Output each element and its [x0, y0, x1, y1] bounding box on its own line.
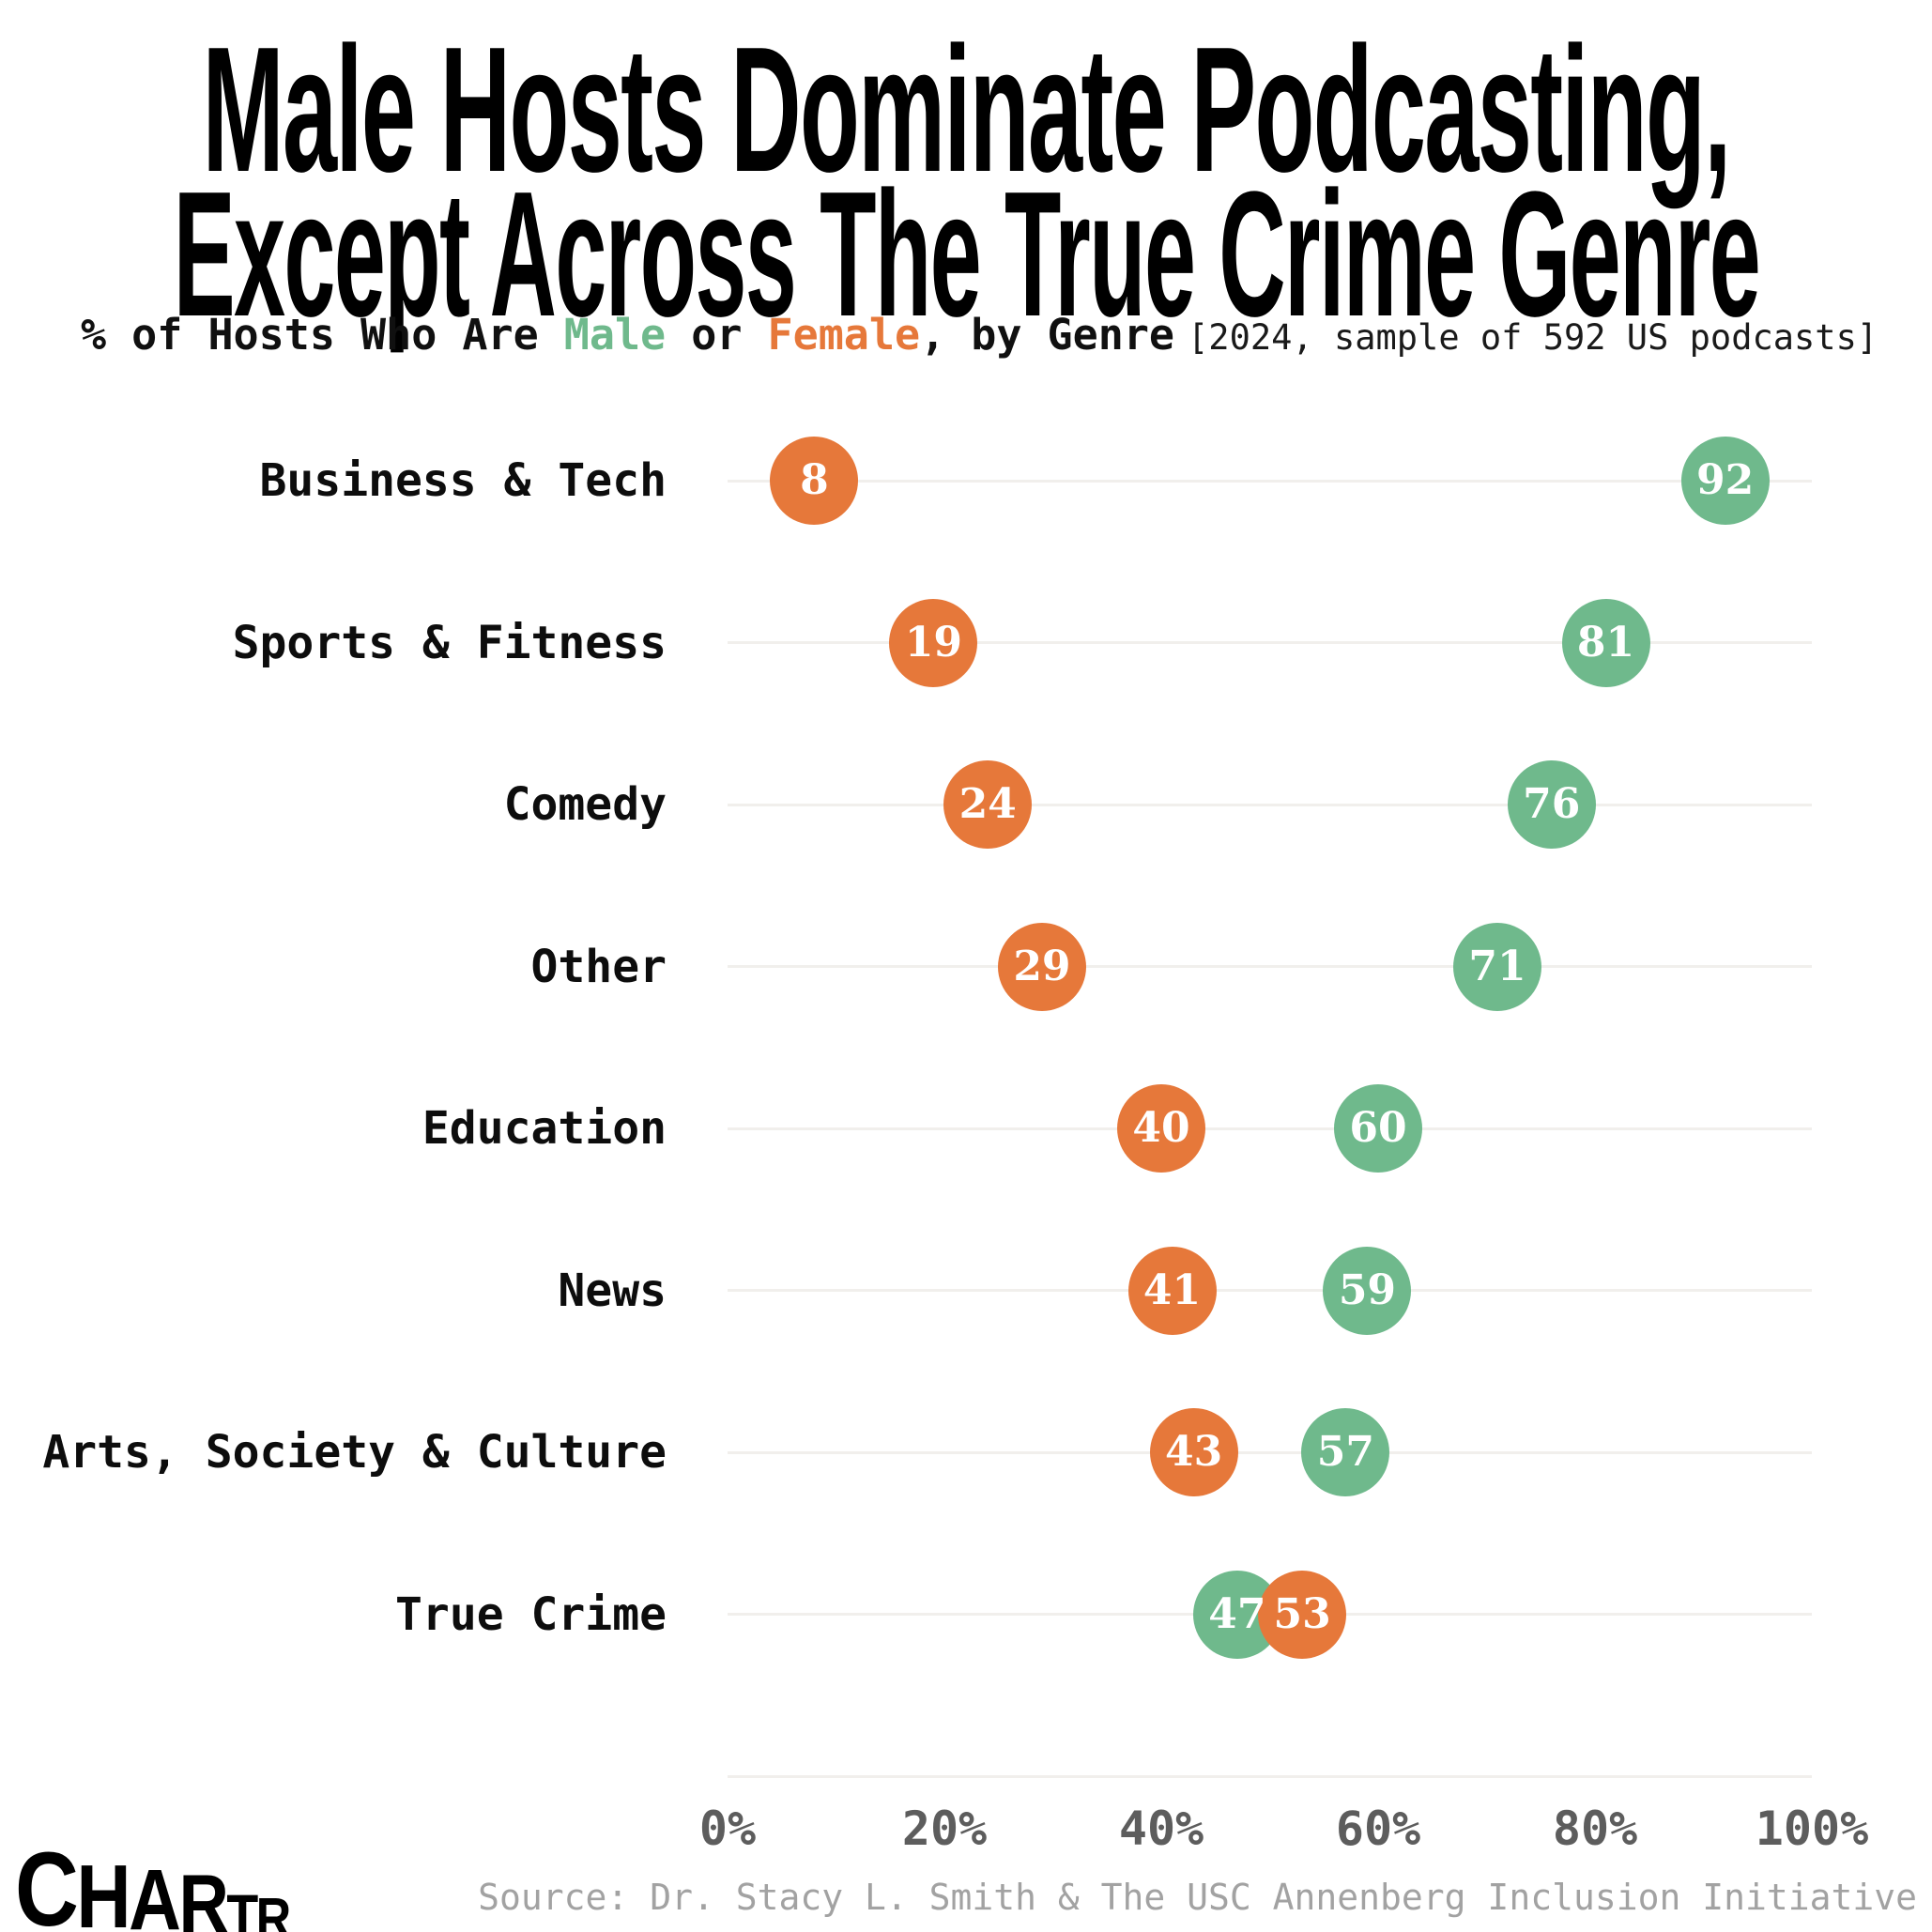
row-gridline [728, 965, 1812, 968]
female-dot [1149, 1408, 1238, 1496]
logo-letter: R [255, 1886, 292, 1932]
subtitle-male-legend: Male [563, 310, 667, 360]
chart-title-line1: Male Hosts Dominate Podcasting, [0, 21, 1932, 199]
subtitle-prefix: % of Hosts Who Are [81, 310, 564, 360]
male-dot-value: 60 [1349, 1104, 1407, 1152]
male-dot [1323, 1246, 1412, 1335]
male-dot [1301, 1408, 1390, 1496]
female-dot [997, 922, 1086, 1011]
category-label: Business & Tech [259, 454, 667, 507]
female-dot [889, 598, 978, 687]
male-dot-value: 76 [1523, 780, 1581, 828]
male-dot-value: 81 [1576, 618, 1635, 667]
logo-letter: T [226, 1880, 258, 1932]
female-dot-value: 8 [800, 456, 829, 504]
male-dot-value: 92 [1695, 456, 1755, 504]
row-gridline [728, 479, 1812, 483]
source-credit: Source: Dr. Stacy L. Smith & The USC Ann… [478, 1877, 1917, 1918]
male-dot [1453, 922, 1542, 1011]
logo-letter: R [178, 1857, 228, 1932]
logo-letter: H [76, 1847, 130, 1932]
x-axis-tick-label: 100% [1755, 1802, 1869, 1856]
subtitle-sample-note: [2024, sample of 592 US podcasts] [1188, 317, 1878, 358]
row-gridline [728, 1289, 1812, 1292]
logo-letter: A [129, 1852, 181, 1932]
x-axis-tick-label: 60% [1335, 1802, 1421, 1856]
x-axis-tick-label: 40% [1118, 1802, 1204, 1856]
male-dot [1334, 1084, 1422, 1173]
logo-letter: C [15, 1830, 79, 1932]
female-dot [943, 760, 1033, 849]
x-axis-tick-label: 20% [901, 1802, 988, 1856]
category-label: True Crime [395, 1587, 667, 1641]
row-gridline [728, 803, 1812, 806]
female-dot-value: 40 [1132, 1104, 1190, 1152]
male-dot [1507, 760, 1596, 849]
subtitle-middle: or [666, 310, 768, 360]
female-dot [1127, 1246, 1217, 1335]
category-label: Education [422, 1102, 667, 1155]
category-label: Other [530, 940, 667, 993]
row-gridline [728, 1127, 1812, 1130]
female-dot-value: 41 [1142, 1265, 1202, 1314]
subtitle-female-legend: Female [767, 310, 921, 360]
male-dot-value: 59 [1338, 1265, 1397, 1314]
male-dot [1680, 437, 1770, 525]
x-axis-tick-label: 0% [698, 1802, 757, 1856]
male-dot-value: 71 [1468, 942, 1526, 990]
female-dot [1258, 1570, 1347, 1659]
male-dot-value: 47 [1208, 1589, 1266, 1638]
female-dot [1117, 1084, 1205, 1173]
female-dot-value: 19 [904, 618, 963, 667]
category-label: News [558, 1264, 667, 1317]
female-dot-value: 53 [1273, 1589, 1331, 1638]
male-dot [1561, 598, 1650, 687]
category-label: Arts, Society & Culture [42, 1426, 667, 1479]
female-dot [770, 437, 859, 525]
female-dot-value: 43 [1165, 1428, 1223, 1476]
male-dot-value: 57 [1316, 1428, 1374, 1476]
female-dot-value: 24 [958, 780, 1017, 828]
x-axis-tick-label: 80% [1552, 1802, 1638, 1856]
chart-title-line1-text: Male Hosts Dominate Podcasting, [202, 10, 1732, 209]
female-dot-value: 29 [1013, 942, 1071, 990]
row-gridline [728, 641, 1812, 644]
subtitle-suffix: , by Genre [920, 310, 1175, 360]
category-label: Sports & Fitness [232, 616, 667, 669]
row-gridline [728, 1450, 1812, 1454]
category-label: Comedy [503, 778, 667, 831]
axis-baseline-gridline [728, 1774, 1812, 1778]
chart-subtitle: % of Hosts Who Are Male or Female, by Ge… [81, 310, 1878, 360]
